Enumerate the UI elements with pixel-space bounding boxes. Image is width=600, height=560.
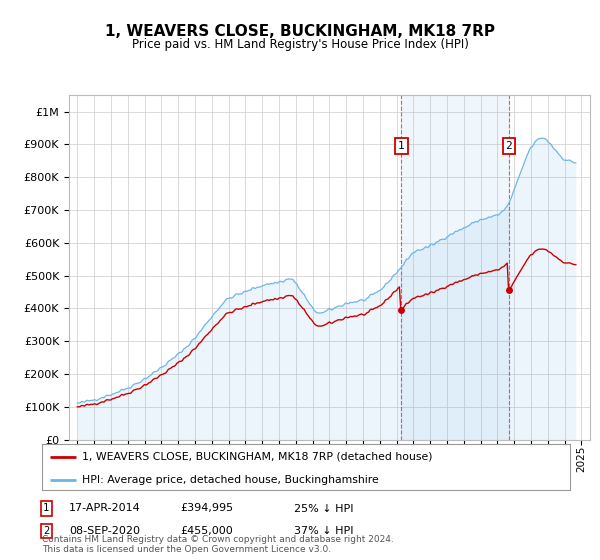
Text: 25% ↓ HPI: 25% ↓ HPI (294, 503, 353, 514)
Text: 08-SEP-2020: 08-SEP-2020 (69, 526, 140, 536)
Text: HPI: Average price, detached house, Buckinghamshire: HPI: Average price, detached house, Buck… (82, 475, 379, 485)
Text: 1: 1 (43, 503, 49, 514)
Text: Price paid vs. HM Land Registry's House Price Index (HPI): Price paid vs. HM Land Registry's House … (131, 38, 469, 51)
Text: £394,995: £394,995 (180, 503, 233, 514)
Text: 2: 2 (506, 141, 512, 151)
Text: 1, WEAVERS CLOSE, BUCKINGHAM, MK18 7RP: 1, WEAVERS CLOSE, BUCKINGHAM, MK18 7RP (105, 24, 495, 39)
Bar (401, 95, 509, 440)
Text: 37% ↓ HPI: 37% ↓ HPI (294, 526, 353, 536)
Text: 17-APR-2014: 17-APR-2014 (69, 503, 141, 514)
Text: 2: 2 (43, 526, 49, 536)
Text: Contains HM Land Registry data © Crown copyright and database right 2024.
This d: Contains HM Land Registry data © Crown c… (42, 535, 394, 554)
Text: 1: 1 (398, 141, 405, 151)
Text: 1, WEAVERS CLOSE, BUCKINGHAM, MK18 7RP (detached house): 1, WEAVERS CLOSE, BUCKINGHAM, MK18 7RP (… (82, 452, 432, 462)
Text: £455,000: £455,000 (180, 526, 233, 536)
